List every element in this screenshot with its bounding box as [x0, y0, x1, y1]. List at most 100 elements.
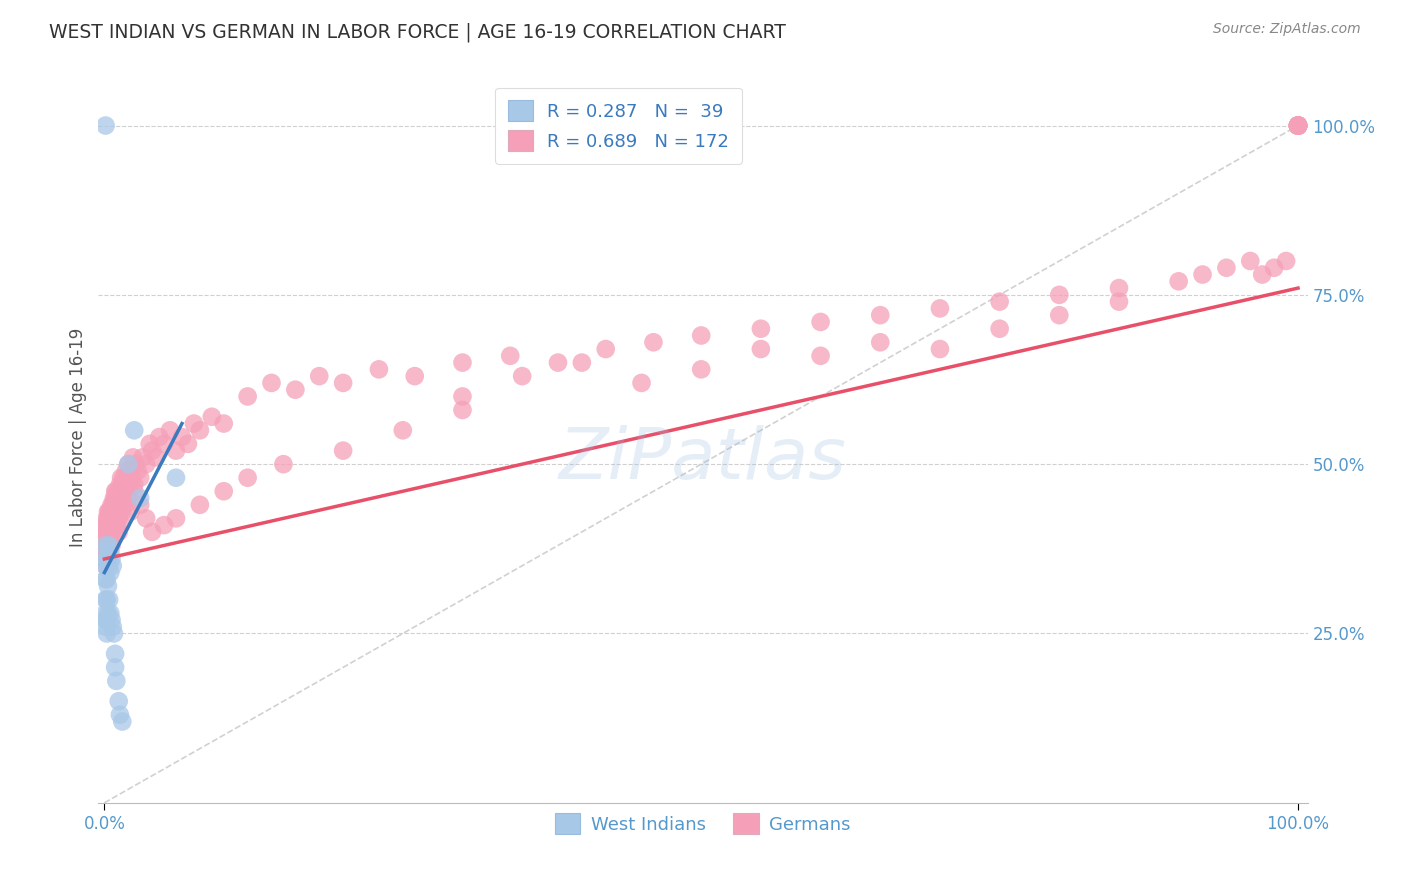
Point: [112, 491, 135, 505]
Point: [100, 498, 122, 512]
Point: [98, 558, 121, 573]
Point: [165, 471, 187, 485]
Point: [101, 558, 124, 573]
Point: [96, 626, 118, 640]
Point: [98, 538, 121, 552]
Point: [129, 471, 152, 485]
Point: [117, 491, 139, 505]
Point: [107, 511, 129, 525]
Point: [105, 498, 128, 512]
Point: [141, 443, 163, 458]
Point: [201, 409, 224, 424]
Point: [1286, 119, 1309, 133]
Point: [98, 524, 121, 539]
Point: [114, 498, 136, 512]
Point: [929, 301, 952, 316]
Point: [94, 532, 117, 546]
Point: [117, 477, 139, 491]
Point: [107, 484, 129, 499]
Point: [122, 484, 145, 499]
Point: [98, 545, 121, 559]
Point: [451, 403, 474, 417]
Point: [153, 518, 176, 533]
Point: [1263, 260, 1285, 275]
Point: [94, 545, 117, 559]
Point: [94, 552, 117, 566]
Point: [94, 572, 117, 586]
Point: [120, 505, 142, 519]
Point: [1108, 281, 1130, 295]
Point: [108, 505, 131, 519]
Point: [94, 538, 117, 552]
Point: [96, 511, 118, 525]
Point: [236, 389, 259, 403]
Point: [98, 532, 121, 546]
Point: [104, 511, 127, 525]
Point: [1286, 119, 1309, 133]
Point: [100, 552, 122, 566]
Point: [121, 471, 143, 485]
Point: [115, 464, 138, 478]
Point: [108, 707, 131, 722]
Point: [105, 518, 128, 533]
Point: [103, 498, 125, 512]
Point: [94, 592, 117, 607]
Point: [451, 389, 474, 403]
Point: [1286, 119, 1309, 133]
Point: [114, 477, 136, 491]
Point: [810, 315, 832, 329]
Point: [110, 518, 132, 533]
Point: [115, 484, 138, 499]
Point: [96, 552, 118, 566]
Point: [94, 552, 117, 566]
Point: [100, 524, 122, 539]
Point: [96, 613, 118, 627]
Point: [1215, 260, 1237, 275]
Text: WEST INDIAN VS GERMAN IN LABOR FORCE | AGE 16-19 CORRELATION CHART: WEST INDIAN VS GERMAN IN LABOR FORCE | A…: [49, 22, 786, 42]
Point: [332, 376, 354, 390]
Point: [1251, 268, 1274, 282]
Point: [141, 524, 163, 539]
Point: [1239, 254, 1261, 268]
Point: [98, 511, 121, 525]
Point: [451, 355, 474, 369]
Point: [105, 673, 128, 688]
Point: [94, 558, 117, 573]
Point: [273, 457, 295, 471]
Point: [260, 376, 283, 390]
Point: [869, 308, 891, 322]
Point: [1286, 119, 1309, 133]
Point: [97, 545, 120, 559]
Point: [1286, 119, 1309, 133]
Point: [98, 538, 121, 552]
Point: [96, 592, 118, 607]
Point: [94, 518, 117, 533]
Point: [690, 328, 713, 343]
Point: [105, 505, 128, 519]
Point: [97, 558, 120, 573]
Point: [97, 552, 120, 566]
Point: [107, 498, 129, 512]
Point: [104, 660, 127, 674]
Point: [97, 518, 120, 533]
Point: [98, 524, 121, 539]
Point: [103, 491, 125, 505]
Point: [105, 484, 128, 499]
Point: [131, 450, 153, 465]
Point: [332, 443, 354, 458]
Point: [94, 558, 117, 573]
Point: [177, 437, 200, 451]
Point: [1286, 119, 1309, 133]
Point: [145, 450, 167, 465]
Point: [112, 498, 135, 512]
Point: [96, 532, 118, 546]
Point: [122, 423, 145, 437]
Point: [101, 620, 124, 634]
Point: [98, 532, 121, 546]
Point: [1286, 119, 1309, 133]
Point: [1286, 119, 1309, 133]
Point: [101, 498, 124, 512]
Point: [547, 355, 569, 369]
Point: [100, 613, 122, 627]
Point: [98, 505, 121, 519]
